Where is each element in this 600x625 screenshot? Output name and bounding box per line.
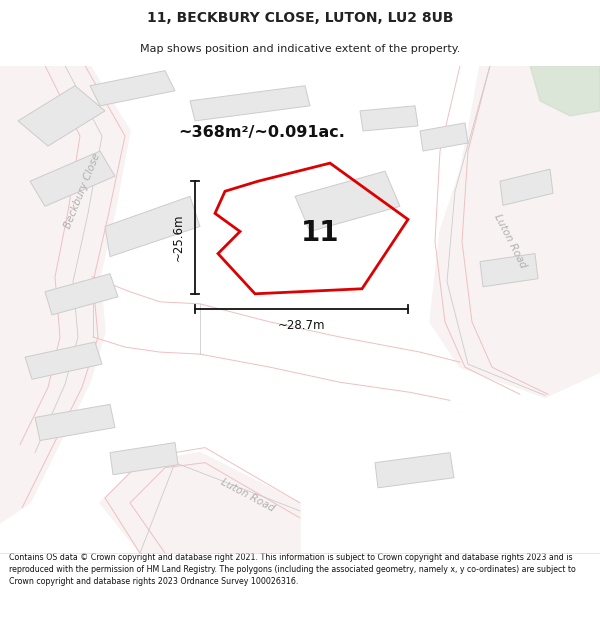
Polygon shape bbox=[35, 404, 115, 441]
Polygon shape bbox=[430, 66, 600, 398]
Polygon shape bbox=[30, 151, 115, 206]
Text: Luton Road: Luton Road bbox=[492, 213, 528, 270]
Polygon shape bbox=[375, 452, 454, 488]
Polygon shape bbox=[420, 123, 468, 151]
Polygon shape bbox=[18, 86, 105, 146]
Polygon shape bbox=[360, 106, 418, 131]
Polygon shape bbox=[530, 66, 600, 116]
Text: Map shows position and indicative extent of the property.: Map shows position and indicative extent… bbox=[140, 44, 460, 54]
Polygon shape bbox=[90, 71, 175, 106]
Polygon shape bbox=[100, 452, 300, 553]
Text: Beckbury Close: Beckbury Close bbox=[62, 152, 101, 231]
Text: 11: 11 bbox=[301, 219, 339, 248]
Text: 11, BECKBURY CLOSE, LUTON, LU2 8UB: 11, BECKBURY CLOSE, LUTON, LU2 8UB bbox=[147, 11, 453, 26]
Polygon shape bbox=[45, 274, 118, 315]
Text: ~28.7m: ~28.7m bbox=[278, 319, 325, 332]
Polygon shape bbox=[295, 171, 400, 231]
Text: ~25.6m: ~25.6m bbox=[172, 214, 185, 261]
Polygon shape bbox=[25, 342, 102, 379]
Polygon shape bbox=[190, 86, 310, 121]
Text: Luton Road: Luton Road bbox=[220, 476, 277, 513]
Polygon shape bbox=[480, 254, 538, 287]
Polygon shape bbox=[105, 196, 200, 257]
Text: Contains OS data © Crown copyright and database right 2021. This information is : Contains OS data © Crown copyright and d… bbox=[9, 553, 576, 586]
Polygon shape bbox=[110, 442, 178, 475]
Text: ~368m²/~0.091ac.: ~368m²/~0.091ac. bbox=[178, 126, 345, 141]
Polygon shape bbox=[500, 169, 553, 206]
Polygon shape bbox=[0, 66, 130, 523]
